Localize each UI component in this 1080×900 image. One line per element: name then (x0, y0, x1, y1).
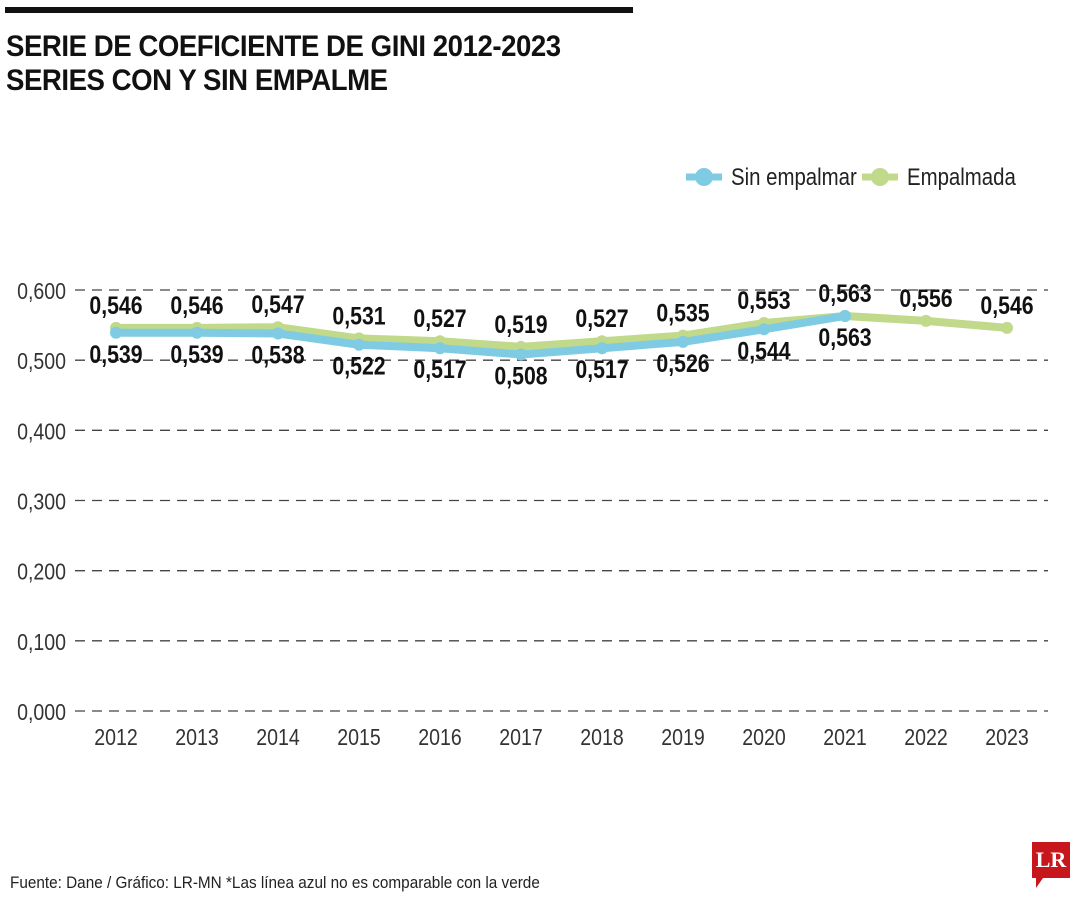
data-point (110, 326, 122, 339)
x-tick-label: 2018 (580, 725, 623, 751)
legend-label: Empalmada (907, 163, 1016, 190)
x-tick-label: 2016 (418, 725, 461, 751)
legend-marker (695, 168, 713, 186)
y-tick-label: 0,000 (17, 700, 66, 726)
data-label: 0,517 (575, 356, 628, 384)
y-tick-label: 0,600 (17, 279, 66, 305)
x-tick-label: 2023 (985, 725, 1028, 751)
data-label: 0,535 (656, 299, 709, 327)
data-label: 0,531 (332, 302, 385, 330)
data-label: 0,519 (494, 310, 547, 338)
x-tick-label: 2021 (823, 725, 866, 751)
x-tick-label: 2017 (499, 725, 542, 751)
data-point (191, 326, 203, 339)
data-point (353, 338, 365, 351)
data-label: 0,546 (170, 291, 223, 319)
x-tick-label: 2022 (904, 725, 947, 751)
y-tick-label: 0,300 (17, 489, 66, 515)
top-rule (5, 7, 633, 13)
x-tick-label: 2014 (256, 725, 300, 751)
data-point (920, 314, 932, 327)
data-label: 0,508 (494, 362, 547, 390)
data-point (758, 323, 770, 336)
data-label: 0,526 (656, 349, 709, 377)
data-point (434, 342, 446, 355)
x-tick-label: 2019 (661, 725, 704, 751)
x-tick-label: 2015 (337, 725, 380, 751)
data-label: 0,538 (251, 341, 304, 369)
data-point (515, 348, 527, 361)
data-label: 0,547 (251, 291, 304, 319)
series-line-sin-empalmar (116, 312, 846, 359)
data-label: 0,539 (170, 340, 223, 368)
source-note: Fuente: Dane / Gráfico: LR-MN *Las línea… (10, 873, 540, 892)
x-tick-label: 2013 (175, 725, 218, 751)
data-point (839, 309, 851, 322)
data-label: 0,546 (89, 291, 142, 319)
data-point (677, 335, 689, 348)
y-tick-label: 0,400 (17, 419, 66, 445)
lr-logo: LR (1032, 842, 1070, 888)
data-label: 0,553 (737, 286, 790, 314)
y-tick-label: 0,100 (17, 629, 66, 655)
chart-subtitle: SERIES CON Y SIN EMPALME (6, 64, 388, 97)
data-point (1001, 321, 1013, 334)
x-tick-label: 2012 (94, 725, 137, 751)
data-label: 0,546 (980, 291, 1033, 319)
data-label: 0,527 (575, 305, 628, 333)
series-line-empalmada (116, 311, 1008, 351)
data-label: 0,517 (413, 356, 466, 384)
data-label: 0,563 (818, 279, 871, 307)
y-tick-label: 0,500 (17, 349, 66, 375)
legend-label: Sin empalmar (731, 163, 857, 190)
data-label: 0,556 (899, 284, 952, 312)
legend-marker (871, 168, 889, 186)
data-label: 0,527 (413, 305, 466, 333)
data-point (596, 342, 608, 355)
y-tick-label: 0,200 (17, 559, 66, 585)
data-label: 0,539 (89, 340, 142, 368)
x-tick-label: 2020 (742, 725, 786, 751)
data-label: 0,522 (332, 352, 385, 380)
data-point (272, 327, 284, 340)
data-label: 0,563 (818, 323, 871, 351)
chart-title: SERIE DE COEFICIENTE DE GINI 2012-2023 (6, 30, 561, 63)
data-label: 0,544 (737, 337, 790, 365)
